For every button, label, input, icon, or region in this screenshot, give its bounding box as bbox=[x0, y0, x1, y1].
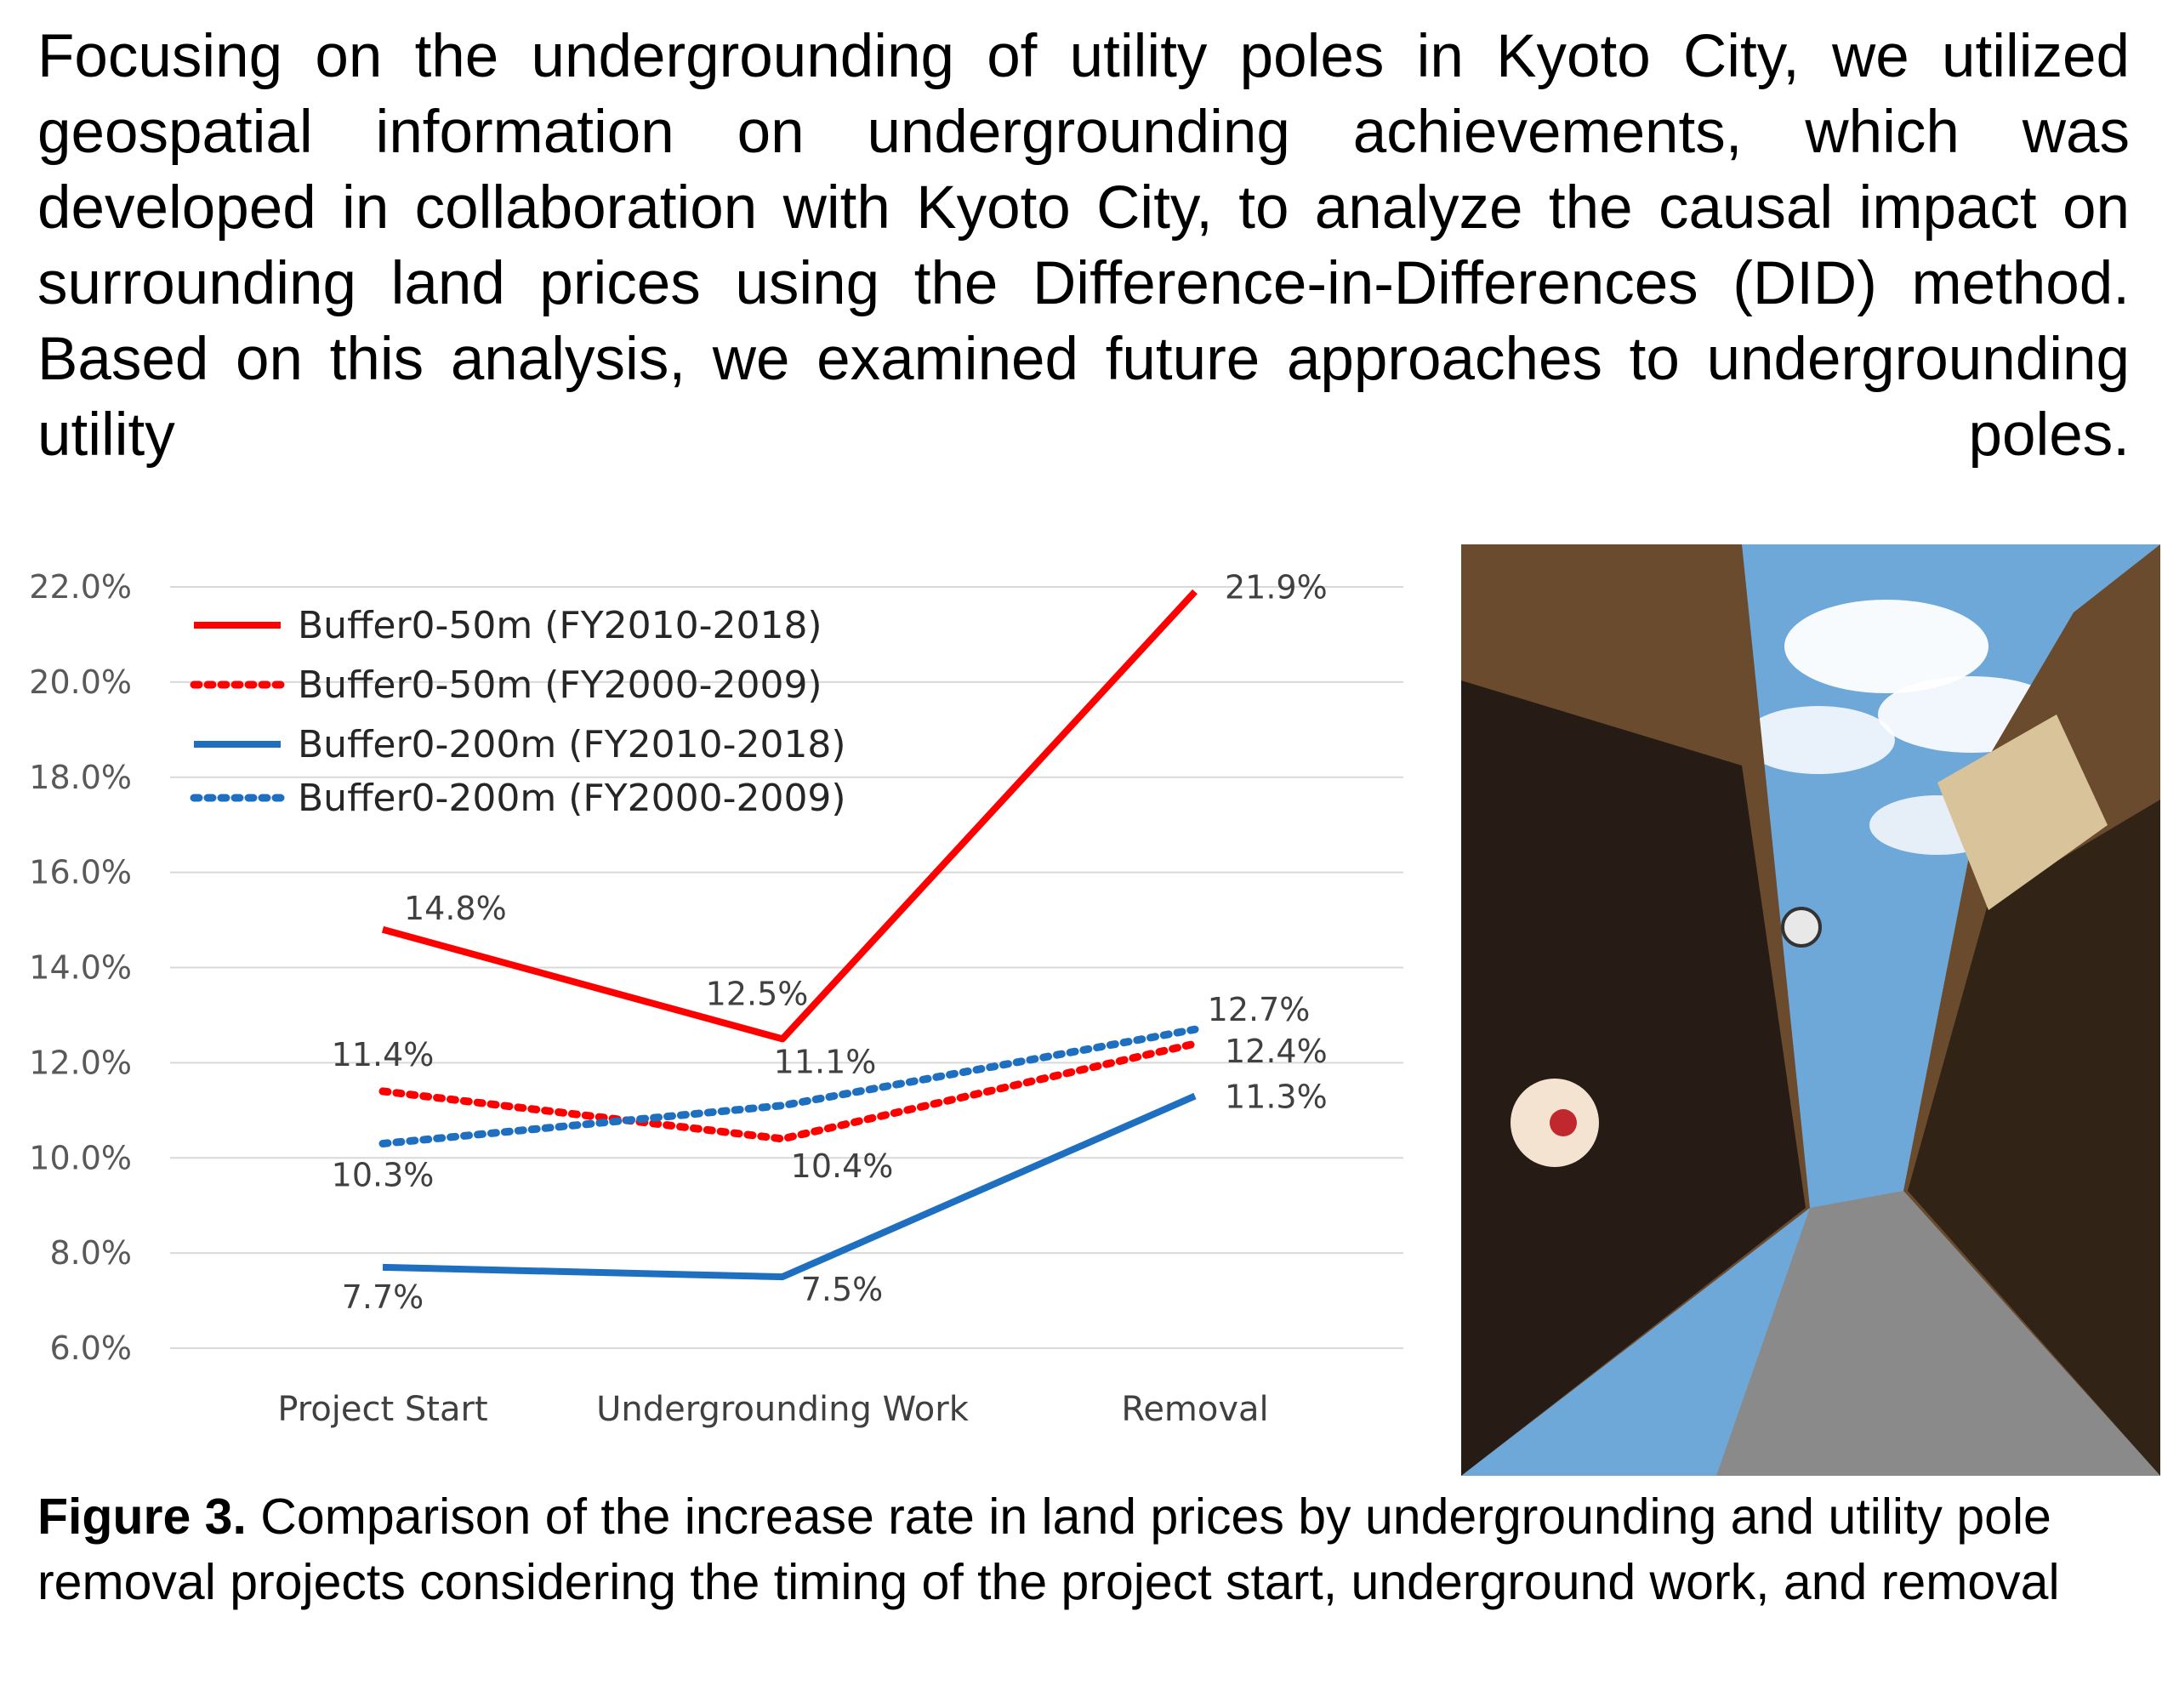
data-label: 7.5% bbox=[801, 1271, 884, 1308]
series-line-4 bbox=[378, 1025, 1199, 1147]
series-lines bbox=[378, 589, 1199, 1281]
data-label: 12.7% bbox=[1208, 991, 1311, 1028]
y-tick-label: 14.0% bbox=[29, 949, 132, 987]
figure-caption: Figure 3. Comparison of the increase rat… bbox=[37, 1484, 2138, 1615]
legend-label: Buffer0-200m (FY2010-2018) bbox=[298, 723, 846, 766]
lantern-emblem bbox=[1550, 1109, 1577, 1136]
y-tick-label: 6.0% bbox=[49, 1329, 132, 1367]
data-label: 7.7% bbox=[342, 1278, 424, 1316]
y-tick-label: 16.0% bbox=[29, 854, 132, 891]
series-line-1 bbox=[381, 589, 1198, 1043]
right-sunlit-wall bbox=[1937, 715, 2108, 910]
data-label: 12.4% bbox=[1225, 1033, 1328, 1070]
legend-label: Buffer0-200m (FY2000-2009) bbox=[298, 777, 846, 820]
series-line-3 bbox=[382, 1092, 1197, 1281]
legend-label: Buffer0-50m (FY2000-2009) bbox=[298, 663, 822, 707]
stone-lane bbox=[1716, 1191, 2160, 1476]
legend-label: Buffer0-50m (FY2010-2018) bbox=[298, 604, 822, 647]
y-tick-label: 8.0% bbox=[49, 1234, 132, 1272]
data-label: 21.9% bbox=[1225, 569, 1328, 606]
gridlines bbox=[170, 586, 1403, 1349]
y-tick-label: 18.0% bbox=[29, 759, 132, 796]
data-label: 12.5% bbox=[706, 975, 809, 1012]
series-line-2 bbox=[378, 1039, 1199, 1143]
clouds bbox=[1742, 600, 2065, 855]
legend: Buffer0-50m (FY2010-2018) Buffer0-50m (FY… bbox=[190, 604, 846, 820]
y-axis-tick-labels: 6.0% 8.0% 10.0% 12.0% 14.0% 16.0% 18.0% 20.0% 22… bbox=[29, 568, 132, 1367]
intro-paragraph: Focusing on the undergrounding of utilit… bbox=[37, 23, 2130, 469]
street-lamp bbox=[1781, 907, 1822, 948]
y-tick-label: 12.0% bbox=[29, 1044, 132, 1081]
figure-label: Figure 3. bbox=[37, 1489, 247, 1545]
right-shadow-facade bbox=[1908, 800, 2160, 1476]
y-tick-label: 20.0% bbox=[29, 663, 132, 701]
data-labels: 14.8% 12.5% 21.9% 11.4% 10.4% 12.4% 7.7% 7.5% 11… bbox=[332, 569, 1328, 1316]
data-label: 11.4% bbox=[332, 1036, 435, 1073]
data-label: 11.1% bbox=[774, 1044, 877, 1081]
x-tick-label: Removal bbox=[1121, 1390, 1268, 1429]
data-label: 11.3% bbox=[1225, 1079, 1328, 1116]
data-label: 10.3% bbox=[332, 1156, 435, 1193]
left-shadow-facade bbox=[1461, 680, 1806, 1476]
x-tick-label: Undergrounding Work bbox=[596, 1390, 970, 1429]
line-chart: 6.0% 8.0% 10.0% 12.0% 14.0% 16.0% 18.0% 20.0% 22… bbox=[0, 527, 1429, 1455]
figure-caption-text: Comparison of the increase rate in land … bbox=[37, 1489, 2060, 1610]
chart-svg: 6.0% 8.0% 10.0% 12.0% 14.0% 16.0% 18.0% 20.0% 22… bbox=[29, 568, 1403, 1429]
y-tick-label: 10.0% bbox=[29, 1139, 132, 1176]
x-axis-tick-labels: Project Start Undergrounding Work Removal bbox=[277, 1390, 1268, 1429]
x-tick-label: Project Start bbox=[277, 1390, 487, 1429]
kyoto-street-photo bbox=[1461, 544, 2160, 1476]
y-tick-label: 22.0% bbox=[29, 568, 132, 606]
data-label: 10.4% bbox=[791, 1147, 894, 1185]
data-label: 14.8% bbox=[404, 890, 507, 927]
